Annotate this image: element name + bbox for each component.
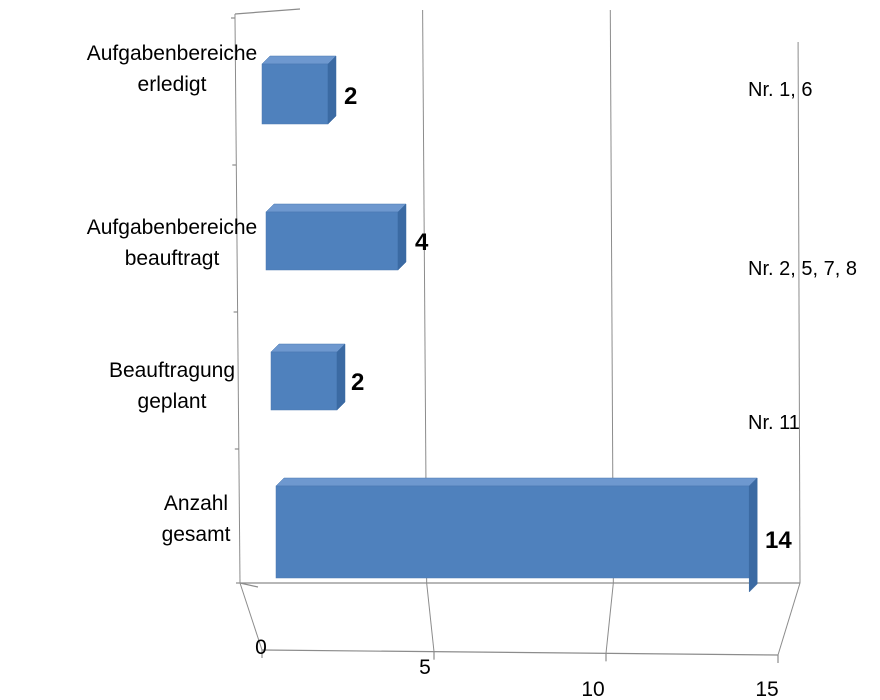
category-label-4: Anzahl gesamt: [162, 492, 231, 546]
annotation-1: Nr. 1, 6: [748, 79, 812, 101]
bar-side-face: [327, 55, 337, 125]
bar-front-face: [275, 485, 750, 579]
bar-side-face: [748, 477, 758, 593]
category-label-3: Beauftragung geplant: [109, 359, 235, 413]
x-tick-label-15: 15: [755, 678, 778, 700]
data-label-2: 4: [415, 229, 429, 256]
bar-side-face: [336, 343, 346, 411]
category-label-2: Aufgabenbereiche beauftragt: [87, 216, 257, 270]
category-label-1: Aufgabenbereiche erledigt: [87, 42, 257, 96]
bar-3: [270, 343, 346, 411]
bar-front-face: [270, 351, 338, 411]
bar-2: [265, 203, 407, 271]
data-label-3: 2: [351, 369, 364, 396]
gridlines: [234, 9, 801, 656]
floor-depth-line-15: [777, 582, 801, 656]
gridline-x-15: [797, 41, 801, 584]
labels: 2 4 2 14 Aufgabenbereiche erledigt Aufgabenber…: [87, 42, 857, 700]
bar-top-face: [261, 55, 337, 65]
data-label-4: 14: [765, 527, 792, 554]
bar-front-face: [261, 63, 329, 125]
bar-top-face: [275, 477, 758, 487]
bars: [261, 55, 758, 593]
axes: [231, 8, 800, 663]
bar-side-face: [397, 203, 407, 271]
floor-left-edge: [239, 582, 259, 588]
annotation-2: Nr. 2, 5, 7, 8: [748, 258, 857, 280]
annotation-3: Nr. 11: [748, 412, 800, 434]
floor-front-edge: [261, 649, 779, 656]
bar-top-face: [270, 343, 346, 353]
floor-depth-line-5: [426, 582, 435, 652]
gridline-x-0: [234, 13, 241, 584]
floor-depth-line-10: [605, 582, 614, 654]
x-tick-label-5: 5: [419, 656, 431, 679]
bar-4: [275, 477, 758, 593]
wall-top-edge: [234, 8, 301, 15]
floor-depth-line-0: [239, 582, 263, 651]
x-tick-label-0: 0: [255, 636, 267, 659]
x-tick-label-10: 10: [581, 678, 604, 700]
bar-1: [261, 55, 337, 125]
bar-top-face: [265, 203, 407, 213]
bar-front-face: [265, 211, 399, 271]
data-label-1: 2: [344, 83, 357, 110]
